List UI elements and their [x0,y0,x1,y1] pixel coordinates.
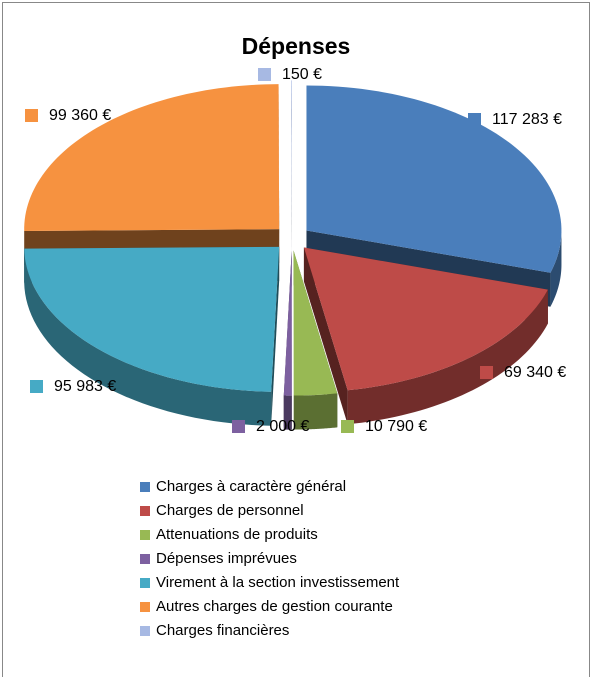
slice-side [303,247,348,425]
slice [283,250,292,396]
data-label: 150 € [282,66,322,83]
legend-label: Virement à la section investissement [156,574,400,591]
data-label: 2 000 € [256,418,309,435]
legend-swatch [140,506,150,516]
slice-wall [347,289,548,425]
label-swatch [25,109,38,122]
slice-wall [550,230,562,307]
slice [24,246,280,392]
legend-label: Autres charges de gestion courante [156,598,393,615]
label-swatch [341,420,354,433]
slice-wall [293,393,338,430]
legend-label: Charges financières [156,622,289,639]
legend-swatch [140,530,150,540]
data-label: 99 360 € [49,107,111,124]
legend-label: Dépenses imprévues [156,550,297,567]
slice-wall [283,395,292,430]
data-label: 10 790 € [365,418,427,435]
data-label: 117 283 € [492,111,562,128]
chart-title: Dépenses [242,33,351,59]
data-label: 95 983 € [54,378,116,395]
slice-side [291,80,292,260]
label-swatch [30,380,43,393]
label-swatch [468,113,481,126]
slice [306,85,562,273]
slice [303,247,548,391]
legend-label: Charges à caractère général [156,478,346,495]
legend-label: Attenuations de produits [156,526,318,543]
legend-swatch [140,602,150,612]
slice [24,84,280,231]
label-swatch [232,420,245,433]
label-swatch [258,68,271,81]
legend-label: Charges de personnel [156,502,304,519]
slice-side [271,246,280,426]
legend-swatch [140,578,150,588]
data-label: 69 340 € [504,364,566,381]
slice [293,250,338,396]
slice [291,80,292,226]
legend-swatch [140,554,150,564]
legend-swatch [140,482,150,492]
legend-swatch [140,626,150,636]
label-swatch [480,366,493,379]
slice-wall [24,248,272,426]
